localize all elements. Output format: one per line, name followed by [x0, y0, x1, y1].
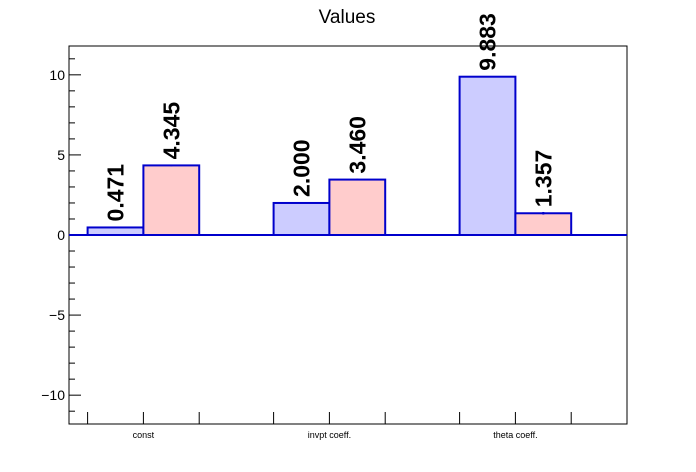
x-category-label: const	[133, 430, 155, 440]
bar	[272, 201, 331, 236]
y-tick-label: 5	[57, 147, 65, 163]
y-tick-label: −5	[49, 307, 65, 323]
data-labels: 0.471 2.000 9.883 4.345 3.460 1.357	[103, 13, 557, 221]
data-label: 4.345	[158, 102, 184, 160]
data-label: 0.471	[103, 164, 129, 222]
y-tick-label: −10	[41, 387, 65, 403]
data-label: 2.000	[289, 139, 315, 197]
y-tick-label: 0	[57, 227, 65, 243]
bar	[328, 178, 387, 237]
x-category-label: invpt coeff.	[308, 430, 351, 440]
x-axis: const invpt coeff. theta coeff.	[87, 412, 572, 440]
y-tick-label: 10	[49, 67, 65, 83]
bar	[86, 226, 145, 237]
bar	[458, 75, 517, 236]
bars	[86, 75, 573, 237]
bar	[514, 212, 573, 236]
data-label: 1.357	[530, 150, 556, 208]
data-label: 9.883	[475, 13, 501, 71]
chart-title: Values	[319, 7, 376, 28]
bar	[142, 164, 201, 236]
data-label: 3.460	[344, 116, 370, 174]
x-category-label: theta coeff.	[493, 430, 537, 440]
